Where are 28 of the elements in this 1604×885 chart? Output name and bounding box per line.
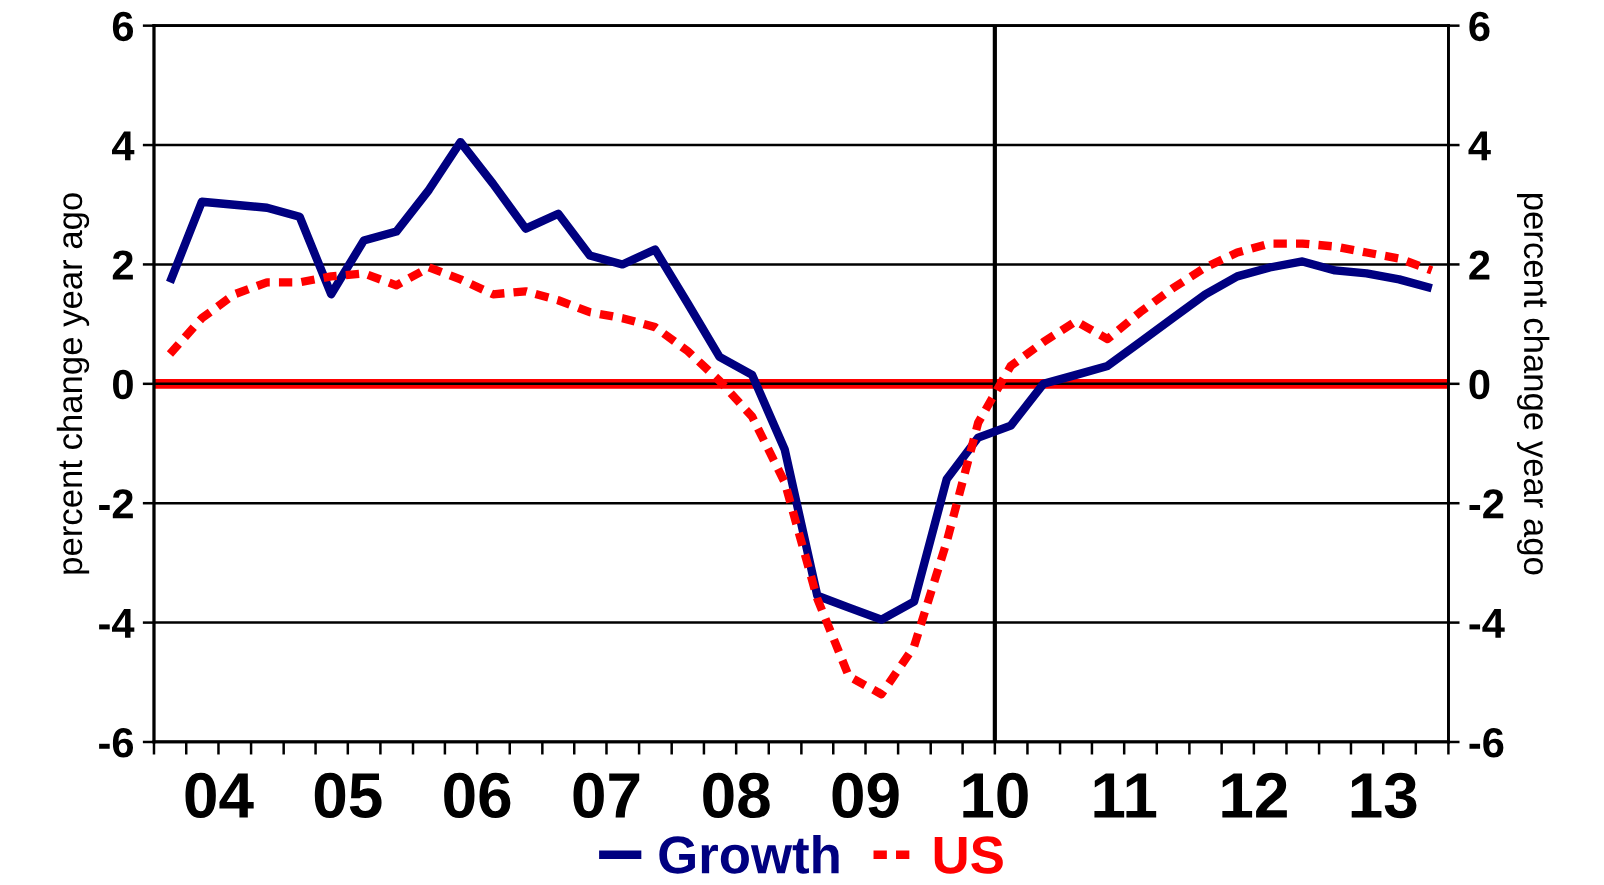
y2-tick-label: -6 (1469, 727, 1504, 758)
y2-axis-title: percent change year ago (1516, 194, 1550, 575)
x-tick-label: 13 (1351, 772, 1417, 819)
legend-label: Growth (659, 834, 839, 874)
x-tick-label: 06 (444, 772, 511, 819)
x-tick-label: 05 (314, 772, 382, 819)
x-tick-label: 07 (573, 772, 640, 819)
legend-label: US (934, 836, 1003, 874)
y-tick-label: 2 (112, 250, 133, 280)
x-tick-label: 08 (703, 772, 770, 819)
y2-tick-label: 2 (1469, 250, 1490, 280)
y-tick-label: 6 (112, 11, 134, 42)
y2-tick-label: 4 (1468, 131, 1491, 161)
x-tick-label: 09 (832, 772, 899, 819)
y-tick-label: 4 (112, 131, 135, 161)
x-tick-label: 10 (963, 772, 1028, 819)
x-tick-label: 12 (1222, 772, 1287, 818)
y-tick-label: -4 (99, 609, 135, 638)
y-axis-title: percent change year ago (56, 193, 90, 574)
x-tick-label: 11 (1094, 773, 1157, 818)
y2-tick-label: -4 (1469, 609, 1505, 638)
y-tick-label: -6 (99, 727, 134, 758)
y2-tick-label: 6 (1469, 11, 1490, 42)
x-tick-label: 04 (185, 772, 254, 819)
y-tick-label: 0 (113, 369, 133, 400)
y2-tick-label: 0 (1469, 369, 1490, 400)
y2-tick-label: -2 (1469, 489, 1504, 519)
y-tick-label: -2 (99, 489, 133, 519)
